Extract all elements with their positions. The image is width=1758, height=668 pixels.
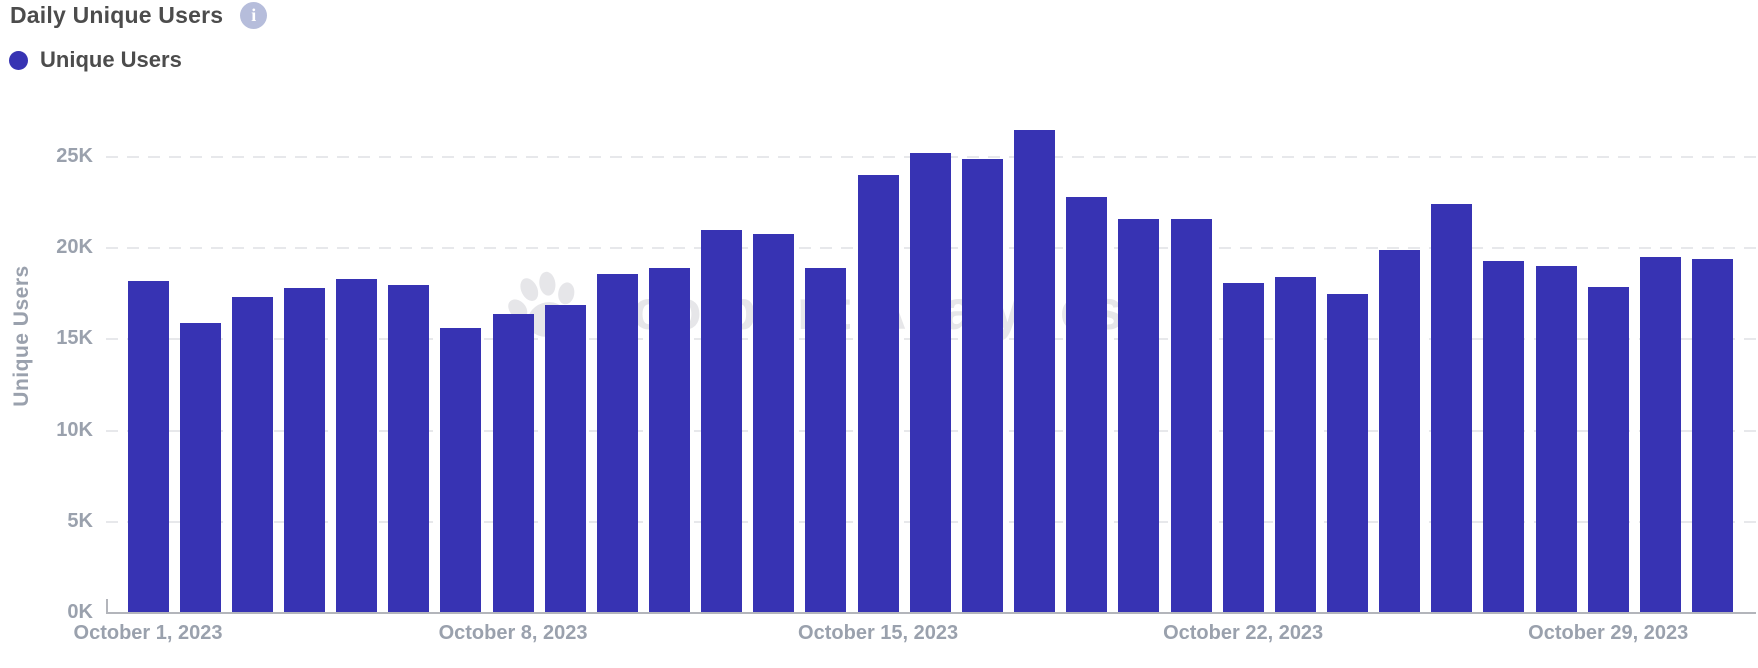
bar-october-12-2023[interactable]	[701, 229, 743, 612]
bar-october-8-2023[interactable]	[492, 313, 534, 612]
bar-october-10-2023[interactable]	[596, 273, 638, 612]
bar-october-2-2023[interactable]	[179, 322, 221, 612]
y-tick-label-10K: 10K	[56, 418, 93, 441]
bar-october-17-2023[interactable]	[961, 158, 1003, 612]
legend-dot-icon	[9, 50, 28, 70]
bar-october-29-2023[interactable]	[1587, 286, 1629, 612]
x-tick-label-october-8-2023: October 8, 2023	[438, 622, 588, 644]
x-tick-label-october-29-2023: October 29, 2023	[1528, 622, 1689, 644]
x-tick-label-october-15-2023: October 15, 2023	[798, 622, 959, 644]
y-tick-label-25K: 25K	[56, 145, 93, 167]
bar-october-7-2023[interactable]	[440, 328, 482, 612]
y-tick-label-0K: 0K	[67, 601, 93, 623]
bar-october-15-2023[interactable]	[857, 175, 899, 612]
bar-october-16-2023[interactable]	[909, 153, 951, 612]
x-axis-line	[106, 612, 1756, 614]
bar-october-4-2023[interactable]	[283, 288, 325, 612]
bar-october-26-2023[interactable]	[1431, 204, 1473, 612]
legend-label: Unique Users	[40, 47, 182, 72]
bar-october-18-2023[interactable]	[1014, 129, 1056, 612]
legend-item-unique-users[interactable]: Unique Users	[9, 47, 182, 72]
bar-october-20-2023[interactable]	[1118, 219, 1160, 612]
x-tick-label-october-1-2023: October 1, 2023	[73, 622, 223, 644]
bar-october-23-2023[interactable]	[1274, 277, 1316, 612]
bar-october-11-2023[interactable]	[649, 268, 690, 612]
bar-october-6-2023[interactable]	[388, 284, 430, 612]
bar-october-27-2023[interactable]	[1483, 260, 1525, 612]
y-tick-label-15K: 15K	[56, 327, 93, 350]
chart-header: Daily Unique Users i	[10, 0, 268, 30]
info-icon[interactable]: i	[240, 1, 268, 29]
info-icon-glyph: i	[251, 5, 257, 25]
bar-october-9-2023[interactable]	[544, 304, 586, 612]
bar-october-30-2023[interactable]	[1639, 257, 1681, 612]
y-tick-label-5K: 5K	[67, 509, 93, 532]
x-axis-endcap	[106, 599, 108, 613]
y-tick-label-20K: 20K	[56, 236, 93, 259]
bar-october-1-2023[interactable]	[127, 281, 169, 612]
bar-october-28-2023[interactable]	[1535, 266, 1577, 612]
bar-october-21-2023[interactable]	[1170, 219, 1212, 612]
page-title: Daily Unique Users	[10, 1, 224, 28]
bar-october-13-2023[interactable]	[753, 233, 795, 612]
bar-october-25-2023[interactable]	[1379, 250, 1421, 612]
bar-october-31-2023[interactable]	[1692, 259, 1733, 612]
bar-october-5-2023[interactable]	[336, 279, 378, 612]
bar-october-3-2023[interactable]	[231, 297, 273, 612]
bar-october-14-2023[interactable]	[805, 268, 847, 612]
bar-october-19-2023[interactable]	[1066, 197, 1108, 612]
x-tick-label-october-22-2023: October 22, 2023	[1163, 622, 1324, 644]
bar-october-22-2023[interactable]	[1222, 282, 1264, 612]
bar-october-24-2023[interactable]	[1326, 293, 1368, 612]
